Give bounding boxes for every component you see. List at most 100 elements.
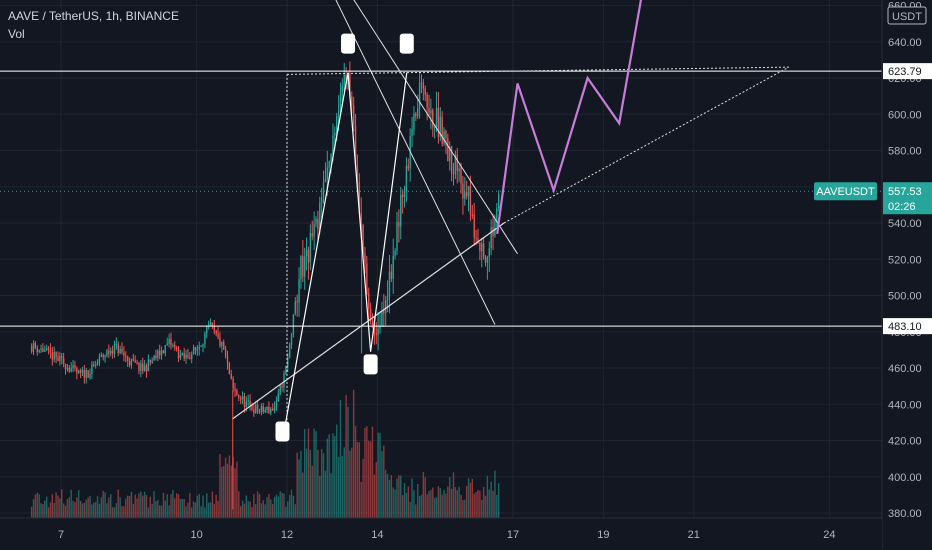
volume-bar xyxy=(356,441,359,518)
candle-body xyxy=(315,218,317,224)
candle-body xyxy=(219,337,221,347)
candle-body xyxy=(170,339,172,346)
candle-body xyxy=(136,362,138,364)
candle-body xyxy=(126,356,129,362)
candle-body xyxy=(477,238,479,244)
candle-body xyxy=(234,388,236,391)
drawings xyxy=(0,0,882,442)
volume-indicator-label: Vol xyxy=(8,27,25,41)
candle-body xyxy=(174,344,176,348)
volume-bar xyxy=(471,478,474,518)
volume-bar xyxy=(34,494,37,518)
volume-bar xyxy=(253,493,255,518)
candle-body xyxy=(36,347,38,352)
candle-body xyxy=(198,346,200,350)
candle-body xyxy=(239,397,242,400)
bar-countdown: 02:26 xyxy=(888,201,916,213)
volume-bar xyxy=(432,487,434,518)
candle-body xyxy=(206,326,208,334)
volume-bar xyxy=(386,474,389,518)
candle-body xyxy=(38,349,40,352)
candle-body xyxy=(266,406,268,410)
candle-body xyxy=(49,348,52,353)
volume-bar xyxy=(189,493,191,518)
volume-bar xyxy=(87,497,89,518)
time-tick-label: 21 xyxy=(688,529,700,541)
volume-bar xyxy=(223,466,225,518)
volume-bar xyxy=(192,501,195,518)
candle-body xyxy=(311,233,313,237)
volume-bar xyxy=(209,502,212,518)
candle-body xyxy=(189,357,191,360)
volume-bar xyxy=(433,498,436,518)
volume-bar xyxy=(200,506,202,518)
price-tick-label: 380.00 xyxy=(888,508,922,520)
candle-body xyxy=(151,360,153,363)
volume-bar xyxy=(140,491,142,518)
candle-body xyxy=(496,208,498,221)
volume-bar xyxy=(147,507,150,518)
volume-bar xyxy=(132,503,135,518)
candle-body xyxy=(185,354,187,359)
volume-bar xyxy=(288,494,291,518)
volume-bar xyxy=(179,499,182,518)
volume-bar xyxy=(119,497,121,518)
candle-body xyxy=(264,409,266,412)
candle-body xyxy=(258,411,261,413)
candle-body xyxy=(255,404,257,413)
candle-body xyxy=(479,243,481,252)
candle-body xyxy=(475,237,477,239)
candle-body xyxy=(113,343,116,354)
volume-bar xyxy=(185,506,187,518)
volume-bar xyxy=(125,498,127,518)
volume-bar xyxy=(477,490,479,518)
volume-bar xyxy=(296,452,298,518)
volume-bar xyxy=(183,499,185,518)
candle-body xyxy=(128,361,131,366)
volume-bar xyxy=(40,503,42,518)
candle-body xyxy=(358,181,361,213)
candle-body xyxy=(403,190,406,197)
volume-bar xyxy=(482,486,485,518)
volume-bar xyxy=(74,502,76,518)
candle-body xyxy=(145,365,148,372)
candle-body xyxy=(44,350,46,352)
volume-bar xyxy=(158,505,161,518)
candle-body xyxy=(441,116,443,144)
price-tick-label: 460.00 xyxy=(888,363,922,375)
candle-body xyxy=(245,401,248,407)
volume-bar xyxy=(36,492,38,518)
volume-bars xyxy=(30,389,500,518)
candle-body xyxy=(200,346,202,348)
candle-body xyxy=(456,154,458,171)
volume-bar xyxy=(326,438,329,518)
time-axis-background xyxy=(0,518,882,550)
volume-bar xyxy=(47,507,50,518)
projection-path xyxy=(496,0,643,235)
candle-body xyxy=(40,348,42,350)
candle-body xyxy=(304,256,306,277)
candle-body xyxy=(384,300,387,314)
volume-bar xyxy=(207,502,210,518)
volume-bar xyxy=(79,500,82,518)
volume-bar xyxy=(398,475,400,518)
volume-bar xyxy=(243,503,246,518)
pattern-zigzag xyxy=(284,72,408,428)
volume-bar xyxy=(494,470,496,518)
candle-body xyxy=(251,404,253,410)
candle-body xyxy=(162,350,165,354)
candle-body xyxy=(232,378,234,389)
candle-body xyxy=(341,85,344,93)
symbol-title: AAVE / TetherUS, 1h, BINANCE xyxy=(8,9,179,23)
candle-body xyxy=(117,343,119,354)
volume-bar xyxy=(358,442,361,518)
candle-body xyxy=(471,214,474,216)
level-price-tag xyxy=(883,318,932,335)
volume-bar xyxy=(181,498,183,518)
volume-bar xyxy=(486,475,489,518)
volume-bar xyxy=(328,434,330,518)
volume-bar xyxy=(343,447,345,518)
volume-bar xyxy=(439,488,442,518)
